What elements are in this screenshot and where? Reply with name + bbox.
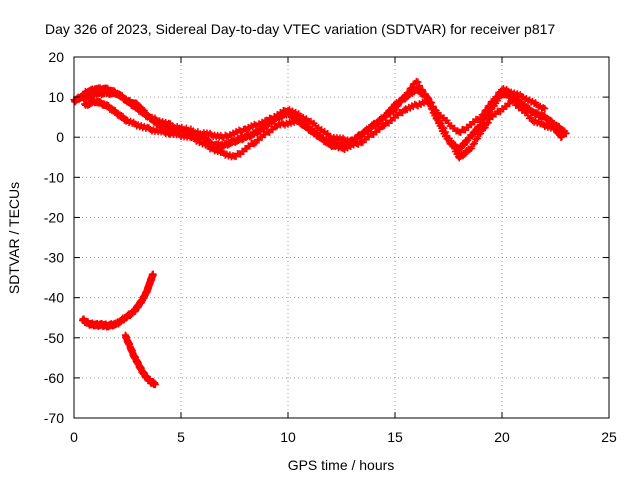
data-point bbox=[484, 119, 492, 127]
data-point bbox=[480, 110, 488, 118]
data-point bbox=[483, 106, 491, 114]
data-point bbox=[474, 134, 482, 142]
data-point bbox=[562, 130, 570, 138]
y-tick-label: -60 bbox=[44, 370, 64, 386]
data-point bbox=[408, 84, 416, 92]
series-lower-trace-lower-branch bbox=[121, 331, 159, 389]
data-point bbox=[490, 97, 498, 105]
x-tick-label: 15 bbox=[387, 429, 403, 445]
y-tick-label: 0 bbox=[56, 129, 64, 145]
data-point bbox=[151, 381, 159, 389]
data-point bbox=[423, 96, 431, 104]
data-point bbox=[539, 104, 547, 112]
data-point bbox=[480, 125, 488, 133]
y-tick-label: 10 bbox=[48, 89, 64, 105]
series-lower-trace-upper-branch bbox=[79, 270, 157, 331]
x-tick-label: 5 bbox=[177, 429, 185, 445]
data-point bbox=[438, 123, 446, 131]
data-point bbox=[493, 92, 501, 100]
data-point bbox=[470, 139, 478, 147]
data-point bbox=[477, 130, 485, 138]
data-point bbox=[486, 101, 494, 109]
data-point bbox=[250, 140, 258, 148]
data-point bbox=[472, 135, 480, 143]
data-point bbox=[394, 102, 402, 110]
data-point bbox=[434, 114, 442, 122]
data-point bbox=[419, 86, 427, 94]
data-point bbox=[541, 104, 549, 112]
data-point bbox=[405, 88, 413, 96]
y-axis-label: SDTVAR / TECUs bbox=[6, 182, 22, 294]
data-point bbox=[440, 124, 448, 132]
data-point bbox=[414, 78, 422, 86]
data-point bbox=[435, 118, 443, 126]
data-point bbox=[425, 100, 433, 108]
data-points bbox=[70, 77, 570, 389]
y-tick-label: -10 bbox=[44, 169, 64, 185]
data-point bbox=[389, 107, 397, 115]
x-tick-label: 10 bbox=[280, 429, 296, 445]
data-point bbox=[391, 106, 399, 114]
y-tick-label: 20 bbox=[48, 49, 64, 65]
data-point bbox=[467, 144, 475, 152]
data-point bbox=[415, 82, 423, 90]
chart-title: Day 326 of 2023, Sidereal Day-to-day VTE… bbox=[45, 21, 555, 37]
data-point bbox=[422, 90, 430, 98]
y-tick-label: -20 bbox=[44, 209, 64, 225]
data-point bbox=[429, 109, 437, 117]
plot-frame bbox=[73, 56, 610, 419]
y-tick-label: -30 bbox=[44, 250, 64, 266]
data-point bbox=[475, 116, 483, 124]
data-point bbox=[426, 101, 434, 109]
data-point bbox=[432, 114, 440, 122]
data-point bbox=[466, 145, 474, 153]
y-tick-label: -40 bbox=[44, 290, 64, 306]
x-tick-label: 20 bbox=[494, 429, 510, 445]
data-point bbox=[477, 115, 485, 123]
series-lower-band bbox=[81, 96, 566, 162]
data-point bbox=[558, 133, 566, 141]
data-point bbox=[397, 97, 405, 105]
axis-ticks: 0 5 10 15 20 25 20 10 0 -10 -20 -30 -40 -50 -60 -70 bbox=[44, 49, 617, 445]
data-point bbox=[437, 119, 445, 127]
series-upper-band bbox=[81, 77, 549, 146]
data-point bbox=[149, 271, 157, 279]
x-tick-label: 0 bbox=[70, 429, 78, 445]
data-point bbox=[428, 105, 436, 113]
data-point bbox=[441, 128, 449, 136]
data-point bbox=[469, 140, 477, 148]
data-point bbox=[402, 93, 410, 101]
data-point bbox=[379, 123, 387, 131]
y-tick-label: -50 bbox=[44, 330, 64, 346]
y-tick-label: -70 bbox=[44, 410, 64, 426]
data-point bbox=[475, 130, 483, 138]
data-point bbox=[481, 124, 489, 132]
x-axis-label: GPS time / hours bbox=[288, 457, 395, 473]
x-tick-label: 25 bbox=[601, 429, 617, 445]
data-point bbox=[483, 120, 491, 128]
data-point bbox=[431, 110, 439, 118]
